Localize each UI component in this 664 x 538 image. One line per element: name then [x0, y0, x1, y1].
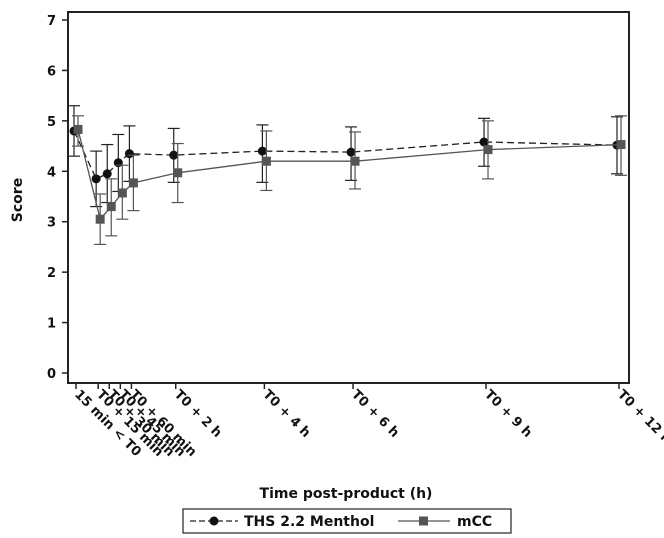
- x-tick-label-7: T0 + 6 h: [348, 387, 402, 441]
- y-tick-label-4: 4: [47, 165, 56, 180]
- y-tick-label-1: 1: [47, 317, 56, 332]
- legend-marker-ths: [209, 516, 219, 526]
- series-layer: [68, 105, 627, 246]
- point-1-5: [173, 168, 183, 178]
- series-0: [68, 105, 623, 208]
- series-line-0: [73, 130, 618, 180]
- y-axis-title: Score: [10, 178, 26, 222]
- point-0-6: [257, 146, 267, 156]
- legend-marker-mcc: [419, 516, 428, 526]
- y-axis: 0 1 2 3 4 5 6 7: [47, 14, 68, 382]
- series-1: [72, 115, 627, 246]
- point-1-1: [95, 214, 105, 224]
- legend-label-mcc: mCC: [457, 514, 492, 530]
- point-0-4: [124, 149, 134, 159]
- legend-label-ths: THS 2.2 Menthol: [244, 514, 374, 530]
- x-tick-label-6: T0 + 4 h: [260, 387, 314, 441]
- point-1-0: [73, 124, 83, 134]
- y-tick-label-5: 5: [47, 115, 56, 130]
- point-1-7: [350, 156, 360, 166]
- plot-frame: [67, 11, 630, 384]
- y-tick-label-3: 3: [47, 216, 56, 231]
- y-tick-label-2: 2: [47, 266, 56, 281]
- point-1-4: [128, 178, 138, 188]
- point-0-8: [479, 137, 489, 147]
- y-tick-label-0: 0: [47, 367, 56, 382]
- point-1-3: [117, 188, 127, 198]
- y-tick-label-7: 7: [47, 14, 56, 29]
- x-tick-label-8: T0 + 9 h: [481, 387, 535, 441]
- point-0-5: [169, 150, 179, 160]
- series-line-1: [77, 129, 622, 221]
- point-1-6: [261, 156, 271, 166]
- legend: THS 2.2 Menthol mCC: [182, 508, 512, 534]
- x-axis-title: Time post-product (h): [260, 486, 433, 502]
- point-0-1: [91, 174, 101, 184]
- x-tick-label-9: T0 + 12 h: [614, 387, 664, 447]
- point-0-3: [113, 158, 123, 168]
- point-1-2: [106, 202, 116, 212]
- point-1-8: [483, 145, 493, 155]
- point-0-7: [346, 147, 356, 157]
- point-1-9: [616, 140, 626, 150]
- point-0-2: [102, 169, 112, 179]
- y-tick-label-6: 6: [47, 64, 56, 79]
